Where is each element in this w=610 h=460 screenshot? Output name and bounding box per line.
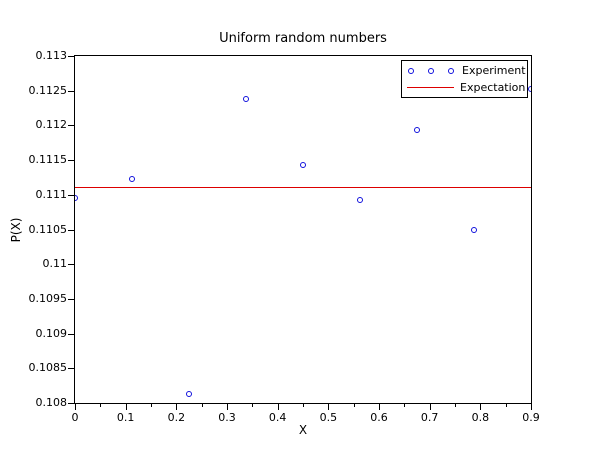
y-tick-label: 0.1085 xyxy=(28,361,68,375)
y-tick-label: 0.113 xyxy=(35,49,68,62)
y-tick-label: 0.1115 xyxy=(28,153,68,167)
x-tick-label: 0.5 xyxy=(319,411,338,424)
x-axis-tick xyxy=(328,403,329,410)
x-axis-minor-tick xyxy=(455,403,456,407)
x-tick-label: 0.2 xyxy=(167,411,186,424)
legend-label-expectation: Expectation xyxy=(460,81,526,94)
x-axis-tick xyxy=(278,403,279,410)
y-axis-tick xyxy=(68,195,75,196)
x-axis-tick xyxy=(379,403,380,410)
y-axis-tick xyxy=(68,403,75,404)
y-tick-label: 0.111 xyxy=(35,187,68,201)
y-axis-tick xyxy=(68,368,75,369)
x-tick-label: 0.3 xyxy=(218,411,236,424)
x-axis-tick xyxy=(430,403,431,410)
y-tick-label: 0.109 xyxy=(35,326,68,340)
circle-marker-icon xyxy=(448,67,454,74)
y-axis-tick xyxy=(68,264,75,265)
y-tick-label: 0.1095 xyxy=(28,291,68,305)
y-axis-tick xyxy=(68,91,75,92)
y-axis-tick xyxy=(68,160,75,161)
data-point xyxy=(75,194,78,201)
plot-area: Experiment Expectation xyxy=(74,55,532,404)
x-tick-label: 0.6 xyxy=(370,411,388,424)
legend-entry-expectation: Expectation xyxy=(402,79,527,96)
x-axis-tick xyxy=(75,403,76,410)
y-axis-tick xyxy=(68,56,75,57)
x-axis-tick xyxy=(227,403,228,410)
legend-label-experiment: Experiment xyxy=(462,64,526,77)
y-tick-label: 0.108 xyxy=(35,396,68,409)
x-axis-minor-tick xyxy=(151,403,152,407)
data-point xyxy=(242,95,249,102)
data-point xyxy=(470,227,477,234)
x-axis-minor-tick xyxy=(506,403,507,407)
x-tick-label: 0.4 xyxy=(268,411,287,424)
x-tick-label: 0.1 xyxy=(116,411,135,424)
scatter-marker-icon xyxy=(406,67,456,74)
data-point xyxy=(128,176,135,183)
data-point xyxy=(413,127,420,134)
x-axis-minor-tick xyxy=(252,403,253,407)
y-tick-label: 0.112 xyxy=(35,118,68,132)
data-point xyxy=(299,162,306,169)
y-tick-label: 0.1105 xyxy=(28,222,68,236)
x-tick-label: 0 xyxy=(71,411,79,424)
x-tick-label: 0.8 xyxy=(471,411,490,424)
expectation-line xyxy=(75,186,531,188)
y-axis-tick xyxy=(68,334,75,335)
circle-marker-icon xyxy=(428,67,434,74)
x-axis-tick xyxy=(531,403,532,410)
legend: Experiment Expectation xyxy=(401,60,528,98)
x-axis-tick xyxy=(480,403,481,410)
x-axis-minor-tick xyxy=(100,403,101,407)
y-axis-tick xyxy=(68,125,75,126)
data-point xyxy=(527,85,531,92)
legend-entry-experiment: Experiment xyxy=(402,62,527,79)
x-axis-label: X xyxy=(298,423,308,437)
x-axis-minor-tick xyxy=(202,403,203,407)
circle-marker-icon xyxy=(408,67,414,74)
y-axis-tick xyxy=(68,230,75,231)
x-axis-minor-tick xyxy=(354,403,355,407)
x-axis-minor-tick xyxy=(303,403,304,407)
y-tick-label: 0.1125 xyxy=(28,83,68,97)
y-axis-tick xyxy=(68,299,75,300)
data-point xyxy=(185,391,192,398)
data-point xyxy=(356,196,363,203)
line-marker-icon xyxy=(407,87,454,88)
x-axis-tick xyxy=(176,403,177,410)
y-tick-label: 0.11 xyxy=(42,257,68,271)
x-axis-minor-tick xyxy=(404,403,405,407)
x-axis-tick xyxy=(126,403,127,410)
x-tick-label: 0.9 xyxy=(522,411,540,424)
chart-title: Uniform random numbers xyxy=(219,31,387,46)
x-tick-label: 0.7 xyxy=(420,411,439,424)
